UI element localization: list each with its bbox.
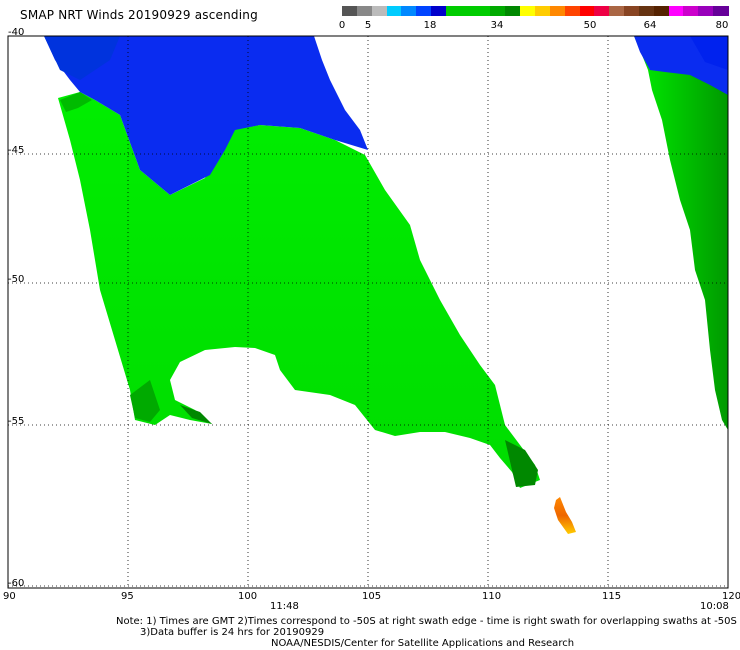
credit-line: NOAA/NESDIS/Center for Satellite Applica… [271,638,575,649]
lon-label: 105 [362,591,382,602]
colorbar-segment [668,6,685,16]
colorbar-segment [475,6,492,16]
colorbar-segment [505,6,522,16]
colorbar-segment [579,6,596,16]
lat-label: -40 [8,27,25,38]
left-swath-dark-patch [505,440,538,487]
colorbar-segment [653,6,670,16]
lon-label: 100 [238,591,258,602]
colorbar-segment [460,6,477,16]
high-wind-patch [554,497,576,534]
lon-label: 115 [602,591,622,602]
colorbar-segment [445,6,462,16]
colorbar-segment [416,6,433,16]
lat-label: -45 [8,145,25,156]
note-line-1: Note: 1) Times are GMT 2)Times correspon… [116,616,737,627]
lon-label: 95 [121,591,134,602]
note-line-2: 3)Data buffer is 24 hrs for 20190929 [140,627,325,638]
lat-label: -60 [8,578,25,589]
left-swath-blue-shade [44,36,120,80]
colorbar-label: 50 [583,20,597,31]
colorbar-label: 0 [338,20,346,31]
colorbar-label: 5 [364,20,372,31]
swath-time-label: 10:08 [700,601,729,612]
lon-label: 120 [722,591,740,602]
lon-gridlines [127,36,609,588]
colorbar-label: 34 [490,20,504,31]
colorbar-segment [549,6,566,16]
map-title: SMAP NRT Winds 20190929 ascending [20,8,258,22]
colorbar-segment [342,6,358,16]
left-swath-green [58,92,540,488]
colorbar-segment [698,6,715,16]
colorbar-segment [564,6,581,16]
lat-label: -55 [8,416,25,427]
swath-time-label: 11:48 [270,601,299,612]
colorbar-segment [356,6,373,16]
colorbar-segment [609,6,626,16]
colorbar-segment [638,6,655,16]
colorbar-label: 18 [423,20,437,31]
right-swath-blue-shade [690,36,728,70]
left-swath-blue [44,36,368,195]
lon-label: 90 [3,591,16,602]
colorbar-segment [371,6,388,16]
colorbar-segment [401,6,418,16]
colorbar-segment [490,6,507,16]
lat-label: -50 [8,274,25,285]
lon-label: 110 [482,591,502,602]
left-swath-dark-patch [130,380,160,422]
colorbar-segment [520,6,537,16]
colorbar-label: 80 [715,20,729,31]
colorbar-segment [713,6,730,16]
colorbar-segment [624,6,641,16]
left-swath-dark-patch [180,405,212,424]
left-swath-dark-patch [60,92,92,112]
wind-speed-colorbar [342,6,730,16]
colorbar-segment [431,6,448,16]
colorbar-label: 64 [643,20,657,31]
colorbar-segment [386,6,403,16]
colorbar-segment [683,6,700,16]
right-swath-green [634,36,728,430]
colorbar-segment [535,6,551,16]
colorbar-segment [594,6,611,16]
